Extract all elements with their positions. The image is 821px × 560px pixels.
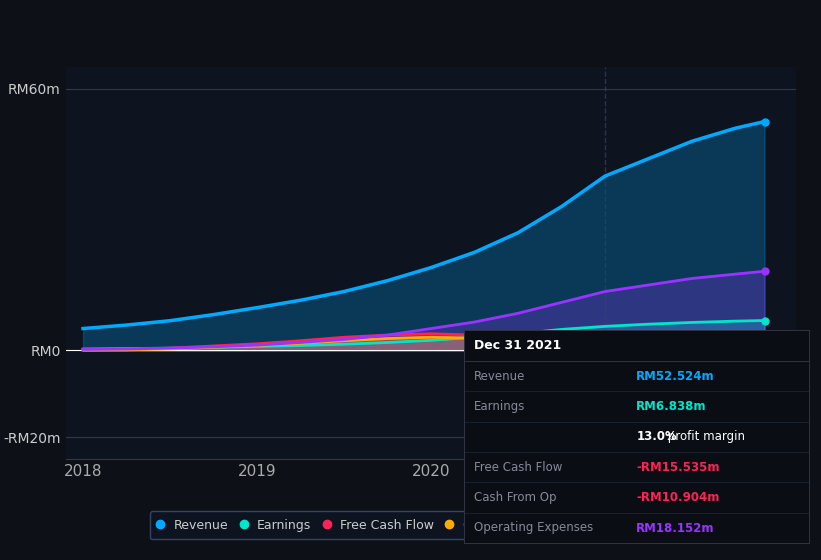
Text: Dec 31 2021: Dec 31 2021 <box>475 339 562 352</box>
Text: profit margin: profit margin <box>664 430 745 444</box>
Text: Operating Expenses: Operating Expenses <box>475 521 594 534</box>
Text: Revenue: Revenue <box>475 370 525 382</box>
Text: -RM10.904m: -RM10.904m <box>636 491 720 504</box>
Text: 13.0%: 13.0% <box>636 430 677 444</box>
Text: RM52.524m: RM52.524m <box>636 370 715 382</box>
Legend: Revenue, Earnings, Free Cash Flow, Cash From Op, Operating Expenses: Revenue, Earnings, Free Cash Flow, Cash … <box>149 511 713 539</box>
Text: RM6.838m: RM6.838m <box>636 400 707 413</box>
Text: Free Cash Flow: Free Cash Flow <box>475 461 562 474</box>
Text: Earnings: Earnings <box>475 400 525 413</box>
Text: -RM15.535m: -RM15.535m <box>636 461 720 474</box>
Text: RM18.152m: RM18.152m <box>636 521 715 534</box>
Text: Cash From Op: Cash From Op <box>475 491 557 504</box>
